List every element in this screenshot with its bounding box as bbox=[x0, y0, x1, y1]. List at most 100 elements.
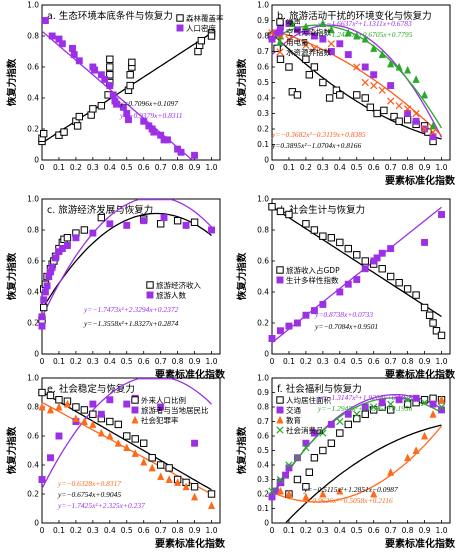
data-point bbox=[373, 254, 381, 262]
series-3 bbox=[268, 29, 437, 136]
y-tick-label: 1.0 bbox=[257, 1, 269, 10]
legend-label: 旅游收入占GDP bbox=[286, 265, 340, 275]
x-axis-label: 要素标准化指数 bbox=[385, 537, 456, 550]
data-point bbox=[268, 493, 276, 501]
panel-title: a. 生态环境本底条件与恢复力 bbox=[47, 10, 173, 22]
data-point bbox=[386, 406, 395, 414]
panel-c: 0 0.1 0.2 0.3 0.4 0.5 0.6 0.7 0.8 0.9 1.000.20.40.… bbox=[6, 195, 226, 382]
data-point bbox=[305, 468, 313, 476]
x-tick-label: 1.0 bbox=[206, 357, 218, 366]
data-point bbox=[80, 406, 89, 414]
data-point bbox=[163, 136, 171, 144]
data-point bbox=[395, 102, 403, 110]
data-point bbox=[310, 307, 318, 315]
data-point bbox=[80, 226, 89, 234]
series-1 bbox=[38, 214, 215, 330]
x-tick-label: 0.1 bbox=[283, 526, 295, 535]
y-tick-label: 0.4 bbox=[27, 94, 39, 103]
fit-equation: y=−1.3147x²+1.9208x+0.1835 bbox=[317, 393, 413, 402]
data-point bbox=[361, 34, 369, 43]
data-point bbox=[387, 82, 395, 90]
data-point bbox=[126, 71, 134, 79]
x-tick-label: 0.2 bbox=[70, 163, 82, 172]
data-point bbox=[302, 492, 310, 501]
legend-label: 空气污染指数 bbox=[286, 27, 331, 37]
data-point bbox=[97, 102, 106, 110]
data-point bbox=[420, 399, 429, 407]
data-point bbox=[378, 265, 386, 273]
data-point bbox=[109, 91, 117, 99]
data-point bbox=[412, 394, 420, 402]
panel-title: c. 旅游经济发展与恢复力 bbox=[47, 204, 153, 216]
legend-label: 人口密度 bbox=[186, 23, 216, 33]
fit-equation: y=−0.3682x²−0.3119x+0.8385 bbox=[271, 130, 366, 139]
data-point bbox=[344, 410, 352, 418]
data-point bbox=[39, 129, 48, 138]
data-point bbox=[336, 288, 344, 296]
data-point bbox=[190, 218, 199, 226]
x-tick-label: 0.2 bbox=[300, 526, 312, 535]
data-point bbox=[268, 335, 276, 342]
data-point bbox=[327, 48, 335, 55]
legend-marker bbox=[131, 415, 139, 424]
legend-marker bbox=[146, 281, 154, 289]
data-point bbox=[140, 457, 148, 466]
plot-frame bbox=[41, 377, 221, 524]
data-point bbox=[395, 62, 403, 71]
data-point bbox=[285, 489, 293, 498]
data-point bbox=[106, 431, 114, 440]
x-tick-label: 0.1 bbox=[53, 357, 65, 366]
data-point bbox=[268, 203, 276, 211]
data-point bbox=[366, 103, 375, 111]
data-point bbox=[173, 217, 182, 225]
data-point bbox=[131, 435, 139, 443]
data-point bbox=[114, 438, 122, 447]
x-tick-label: 0.1 bbox=[53, 163, 65, 172]
data-point bbox=[412, 117, 420, 125]
fit-equation: y=−0.9379x+0.8311 bbox=[119, 111, 183, 120]
data-point bbox=[38, 388, 46, 397]
data-point bbox=[156, 461, 165, 469]
y-tick-label: 0 bbox=[34, 519, 39, 528]
data-point bbox=[293, 26, 301, 34]
legend-label: 用电量 bbox=[286, 37, 309, 47]
data-point bbox=[432, 327, 441, 335]
data-point bbox=[182, 221, 190, 229]
data-point bbox=[285, 461, 293, 469]
data-point bbox=[140, 217, 148, 225]
data-point bbox=[387, 400, 395, 408]
data-point bbox=[404, 65, 412, 74]
y-tick-label: 0.8 bbox=[27, 403, 39, 412]
data-point bbox=[319, 446, 327, 455]
legend-marker bbox=[131, 406, 139, 414]
data-point bbox=[361, 78, 369, 87]
data-point bbox=[302, 41, 310, 49]
data-point bbox=[305, 71, 313, 79]
legend-label: 噪声 bbox=[286, 17, 301, 27]
data-point bbox=[370, 81, 378, 90]
data-point bbox=[140, 117, 148, 125]
data-point bbox=[131, 449, 139, 457]
data-point bbox=[38, 476, 46, 483]
fit-equation: y=−0.6754x+0.9045 bbox=[57, 490, 121, 499]
plot-frame bbox=[41, 4, 221, 161]
data-point bbox=[60, 128, 68, 136]
data-point bbox=[123, 432, 131, 440]
x-tick-label: 1.0 bbox=[206, 526, 218, 535]
data-point bbox=[69, 44, 76, 52]
data-point bbox=[276, 207, 285, 216]
data-point bbox=[420, 431, 429, 440]
x-tick-label: 0.6 bbox=[368, 526, 380, 535]
x-tick-label: 0.2 bbox=[70, 357, 82, 366]
legend-marker bbox=[276, 37, 284, 46]
x-tick-label: 0.4 bbox=[104, 526, 116, 535]
data-point bbox=[55, 402, 63, 411]
data-point bbox=[310, 429, 318, 437]
data-point bbox=[48, 32, 56, 40]
series-1 bbox=[41, 17, 199, 159]
y-tick-label: 0.4 bbox=[27, 288, 39, 297]
data-point bbox=[276, 55, 285, 63]
x-tick-label: 0.3 bbox=[317, 163, 329, 172]
data-point bbox=[387, 59, 395, 68]
data-point bbox=[310, 63, 319, 71]
